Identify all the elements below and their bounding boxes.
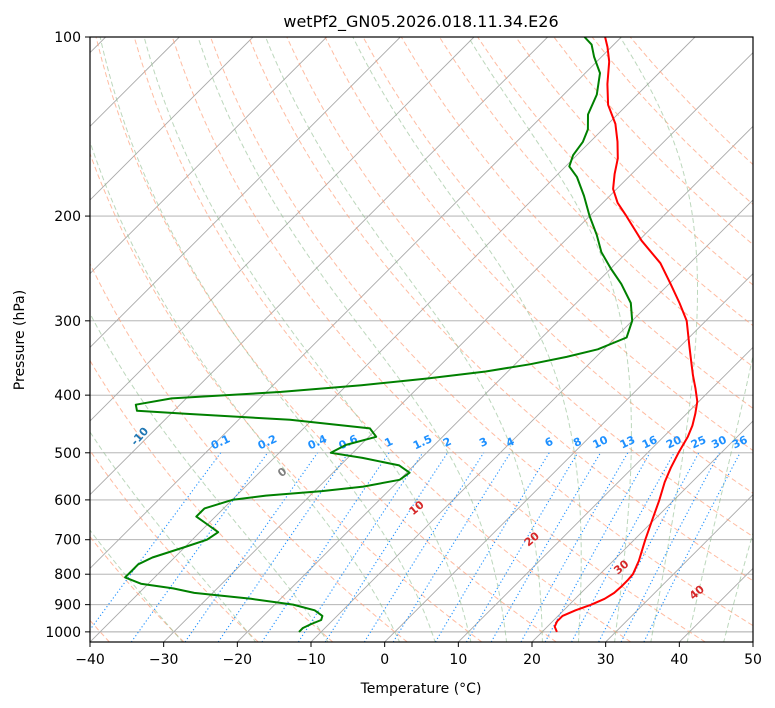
y-axis-ticks: 100 200 300 400 500 600 700 800 900 1000 xyxy=(45,30,90,641)
moist-adiabat-line xyxy=(90,431,257,642)
temperature-profile-line xyxy=(553,37,699,633)
isotherm-line xyxy=(90,37,622,569)
moist-adiabat-line xyxy=(619,37,698,642)
moist-adiabat-line xyxy=(467,37,632,642)
y-tick-label: 100 xyxy=(54,30,81,46)
mixing-ratio-line xyxy=(465,452,579,642)
mixing-ratio-line xyxy=(643,452,741,642)
y-axis-label: Pressure (hPa) xyxy=(12,290,28,390)
isotherm-line xyxy=(90,37,401,348)
mixing-ratio-line xyxy=(620,452,720,642)
dry-adiabat-line xyxy=(90,535,185,642)
mixing-ratio-label: 20 xyxy=(664,433,684,451)
plot-frame xyxy=(89,36,754,643)
mixing-ratio-label: 16 xyxy=(640,433,660,451)
x-axis-ticks: −40 −30 −20 −10 0 10 20 30 40 50 xyxy=(75,642,762,668)
mixing-ratio-lines xyxy=(90,452,741,642)
y-tick-label: 400 xyxy=(54,388,81,404)
dry-adiabat-line xyxy=(95,37,557,642)
y-tick-label: 800 xyxy=(54,567,81,583)
dry-adiabat-line xyxy=(400,37,753,409)
mixing-ratio-label: 36 xyxy=(730,433,750,451)
y-tick-label: 200 xyxy=(54,209,81,225)
y-tick-label: 700 xyxy=(54,533,81,549)
mixing-ratio-line xyxy=(392,452,511,642)
chart-title: wetPf2_GN05.2026.018.11.34.E26 xyxy=(283,12,558,32)
x-tick-label: 0 xyxy=(380,652,389,668)
x-tick-label: 10 xyxy=(449,652,467,668)
isotherm-line xyxy=(384,273,753,642)
isotherm-line xyxy=(163,52,753,642)
mixing-ratio-line xyxy=(184,452,319,642)
sounding-profiles xyxy=(124,37,699,633)
mixing-ratio-label: 13 xyxy=(618,433,637,451)
mixing-ratio-line xyxy=(571,452,675,642)
dry-adiabat-line xyxy=(324,37,753,494)
isotherm-line xyxy=(310,199,753,642)
isotherm-line xyxy=(90,37,327,275)
y-tick-label: 900 xyxy=(54,598,81,614)
moist-adiabat-line xyxy=(686,353,753,642)
x-tick-label: −40 xyxy=(75,652,105,668)
moist-adiabat-line xyxy=(723,530,753,642)
x-tick-label: 40 xyxy=(670,652,688,668)
dewpoint-profile-line xyxy=(124,37,634,633)
mixing-ratio-line xyxy=(434,452,550,642)
mixing-ratio-line xyxy=(598,452,700,642)
mixing-ratio-line xyxy=(130,452,269,642)
dry-adiabat-line xyxy=(286,37,753,538)
moist-adiabat-line xyxy=(197,37,508,642)
dry-adiabat-line xyxy=(210,37,753,627)
mixing-ratio-line xyxy=(217,452,349,642)
moist-adiabat-line xyxy=(265,37,543,642)
dry-adiabat-line xyxy=(133,37,632,642)
dry-adiabat-line xyxy=(248,37,753,582)
y-tick-label: 300 xyxy=(54,314,81,330)
dry-adiabat-line xyxy=(362,37,753,452)
dry-adiabat-line xyxy=(171,37,706,642)
mixing-ratio-label: 30 xyxy=(709,433,729,451)
mixing-ratio-label: 25 xyxy=(689,433,708,451)
isotherm-line xyxy=(90,37,696,642)
dry-adiabat-lines xyxy=(90,37,753,642)
dry-adiabat-line xyxy=(90,152,483,642)
isotherm-lines xyxy=(90,37,753,642)
x-tick-label: −30 xyxy=(149,652,179,668)
moist-adiabat-line xyxy=(90,312,329,642)
y-tick-label: 600 xyxy=(54,493,81,509)
isotherm-line xyxy=(531,420,753,642)
isotherm-line xyxy=(90,37,475,422)
isotherm-line xyxy=(90,37,254,201)
isotherm-line xyxy=(90,37,548,496)
x-tick-label: 50 xyxy=(744,652,762,668)
isotherm-line xyxy=(458,346,753,642)
dry-adiabat-line xyxy=(477,37,753,327)
moist-adiabat-line xyxy=(352,37,582,642)
mixing-ratio-line xyxy=(90,452,222,631)
x-tick-label: −20 xyxy=(223,652,253,668)
x-axis-label: Temperature (°C) xyxy=(360,681,482,697)
x-tick-label: 20 xyxy=(523,652,541,668)
x-tick-label: 30 xyxy=(597,652,615,668)
moist-adiabat-line xyxy=(90,140,401,642)
dry-adiabat-line xyxy=(90,262,408,642)
dry-adiabat-line xyxy=(90,359,334,642)
mixing-ratio-label: 10 xyxy=(591,433,611,451)
isotherm-line xyxy=(605,494,753,642)
plot-area: 0.10.20.40.611.52346810131620253036-100-… xyxy=(90,37,753,642)
x-tick-label: −10 xyxy=(296,652,326,668)
isotherm-line xyxy=(237,125,753,642)
mixing-ratio-line xyxy=(363,452,485,642)
y-tick-label: 500 xyxy=(54,446,81,462)
y-tick-label: 1000 xyxy=(45,625,81,641)
